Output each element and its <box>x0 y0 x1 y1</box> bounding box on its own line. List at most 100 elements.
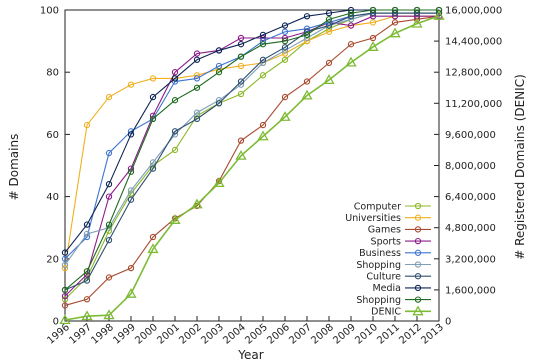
legend-swatch-marker <box>414 273 422 280</box>
data-point-universities <box>127 81 135 88</box>
data-point-media <box>105 181 113 188</box>
y2-tick-label: 0 <box>445 317 451 328</box>
axis-ticks: 0 20 40 60 80 100 0 1,600,000 3,200,000 4,800,000… <box>40 6 502 347</box>
data-point-games <box>83 296 91 303</box>
y2-tick-label: 1,600,000 <box>445 285 496 296</box>
data-point-computer <box>171 146 179 154</box>
legend-label: Shopping <box>356 260 401 271</box>
legend-swatch-marker <box>414 296 422 303</box>
y2-tick-label: 12,800,000 <box>445 68 502 79</box>
data-point-shopping <box>259 41 267 48</box>
data-point-business <box>105 149 113 157</box>
data-point-media <box>171 75 179 82</box>
legend-item-shopping: Shopping <box>356 295 431 306</box>
legend-swatch-marker <box>414 284 422 292</box>
data-point-shopping <box>215 69 223 76</box>
data-point-shopping <box>171 97 179 104</box>
data-point-games <box>369 34 377 42</box>
data-point-culture <box>281 44 289 51</box>
y2-tick-label: 4,800,000 <box>445 223 496 234</box>
data-point-denic <box>213 177 225 188</box>
legend-swatch-marker <box>414 202 422 210</box>
data-point-denic <box>169 214 181 224</box>
data-point-culture <box>215 100 223 107</box>
data-point-denic <box>235 149 247 160</box>
data-point-universities <box>83 121 91 129</box>
data-point-games <box>391 19 399 26</box>
data-point-shopping <box>83 230 91 238</box>
data-point-business <box>281 28 289 35</box>
legend-label: Business <box>359 248 401 259</box>
series-line-shopping <box>64 9 439 291</box>
data-point-media <box>259 31 267 39</box>
data-point-media <box>281 22 289 29</box>
data-point-media <box>193 56 201 63</box>
data-point-universities <box>149 75 157 82</box>
legend-label: Sports <box>371 236 402 247</box>
legend-label: DENIC <box>371 307 401 318</box>
y2-tick-label: 8,000,000 <box>445 161 496 172</box>
data-point-shopping <box>347 9 355 17</box>
data-point-games <box>149 233 157 241</box>
data-point-sports <box>193 50 201 57</box>
x-tick-label: 2008 <box>309 322 336 347</box>
data-point-shopping <box>61 261 69 269</box>
legend-item-universities: Universities <box>345 213 431 224</box>
x-tick-label: 2001 <box>155 322 182 347</box>
data-point-culture <box>325 22 333 29</box>
series-line-universities <box>64 15 439 269</box>
y2-tick-label: 16,000,000 <box>445 6 502 17</box>
legend-item-media: Media <box>372 283 431 294</box>
data-point-media <box>215 47 223 54</box>
data-point-business <box>215 62 223 70</box>
data-point-shopping <box>83 268 91 275</box>
x-axis-title: Year <box>237 348 263 362</box>
x-tick-label: 2013 <box>419 322 446 347</box>
data-point-universities <box>237 62 245 70</box>
legend-label: Culture <box>366 272 401 283</box>
legend-item-computer: Computer <box>354 201 431 212</box>
data-point-denic <box>301 89 313 100</box>
data-point-denic <box>323 74 335 84</box>
data-point-games <box>347 41 355 48</box>
data-point-denic <box>367 41 379 51</box>
x-tick-label: 2004 <box>221 322 248 347</box>
x-tick-label: 2012 <box>397 322 424 347</box>
series-culture <box>61 9 443 294</box>
data-point-media <box>303 13 311 20</box>
legend-label: Universities <box>345 213 401 224</box>
data-point-business <box>193 75 201 82</box>
data-point-denic <box>125 287 137 298</box>
data-point-shopping <box>149 115 157 122</box>
x-tick-label: 2005 <box>243 322 270 347</box>
legend-item-business: Business <box>359 248 431 259</box>
y-tick-label: 80 <box>46 68 59 79</box>
series-line-culture <box>64 12 439 291</box>
data-point-shopping <box>369 6 377 14</box>
data-point-universities <box>61 264 69 272</box>
x-tick-label: 2009 <box>331 322 358 347</box>
data-point-shopping <box>193 109 201 116</box>
data-point-universities <box>369 19 377 26</box>
data-point-universities <box>105 93 113 101</box>
legend-item-culture: Culture <box>366 272 431 283</box>
data-point-culture <box>127 196 135 203</box>
data-point-media <box>325 9 333 17</box>
x-tick-label: 2010 <box>353 322 380 347</box>
data-point-computer <box>61 296 69 303</box>
data-point-shopping <box>61 286 69 294</box>
data-point-denic <box>147 243 159 254</box>
data-point-sports <box>61 292 69 300</box>
data-point-shopping <box>325 16 333 23</box>
x-tick-label: 2011 <box>375 322 402 347</box>
data-point-shopping <box>127 187 135 194</box>
data-point-shopping <box>127 168 135 175</box>
y-tick-label: 100 <box>40 6 59 17</box>
data-point-denic <box>389 27 401 38</box>
data-point-denic <box>81 310 93 321</box>
data-point-denic <box>411 17 423 28</box>
data-point-denic <box>257 130 269 141</box>
x-tick-label: 1997 <box>67 322 94 347</box>
data-point-business <box>61 255 69 262</box>
